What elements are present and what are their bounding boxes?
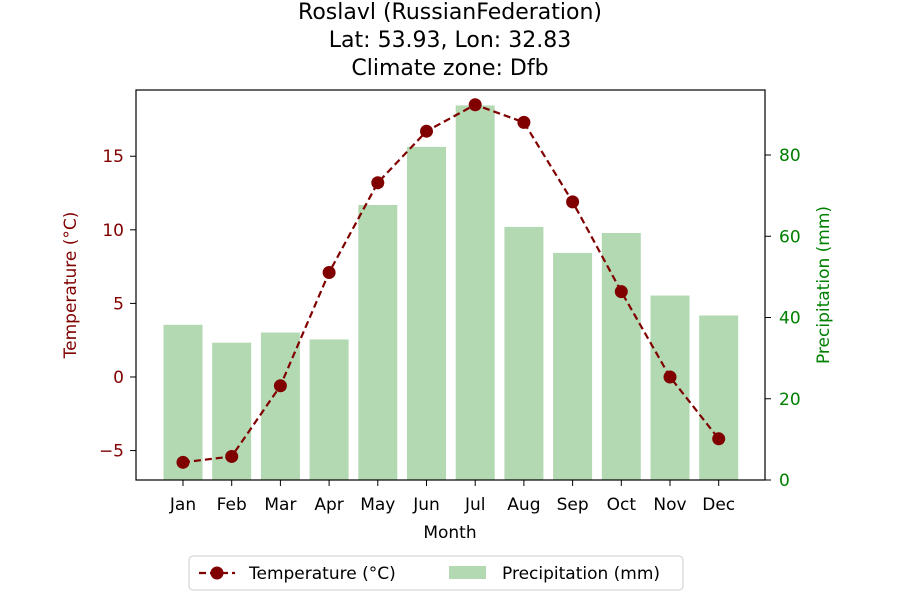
x-tick-label-aug: Aug <box>507 495 540 515</box>
right-tick-label: 0 <box>779 471 790 491</box>
precip-bar-dec <box>699 315 739 480</box>
left-axis-label: Temperature (°C) <box>61 212 81 360</box>
legend-precip-swatch <box>449 566 486 579</box>
temperature-point-feb <box>225 449 239 463</box>
temperature-point-jan <box>176 455 190 469</box>
precip-bar-nov <box>650 295 690 480</box>
legend-precip-label: Precipitation (mm) <box>502 564 660 584</box>
x-tick-label-sep: Sep <box>557 495 589 515</box>
temperature-point-mar <box>273 379 287 393</box>
temperature-line <box>182 103 720 464</box>
x-tick-label-dec: Dec <box>702 495 735 515</box>
precip-bar-apr <box>309 339 349 480</box>
plot-frame <box>135 89 766 481</box>
left-tick-label: 15 <box>102 147 124 167</box>
precip-bar-sep <box>553 252 593 480</box>
legend-box <box>188 555 684 591</box>
x-tick-label-may: May <box>360 495 395 515</box>
chart-title-line-3: Climate zone: Dfb <box>351 56 549 81</box>
left-tick-label: 5 <box>113 294 124 314</box>
precip-bar-jun <box>407 146 446 480</box>
x-tick-label-apr: Apr <box>314 495 343 515</box>
legend-temperature-label: Temperature (°C) <box>248 564 396 584</box>
temperature-point-jun <box>420 124 433 138</box>
temperature-point-may <box>371 176 385 190</box>
chart-title-line-1: Roslavl (RussianFederation) <box>298 0 602 25</box>
temperature-point-jul <box>468 98 482 112</box>
left-tick-label: 0 <box>113 368 124 388</box>
legend-temperature-marker <box>210 566 224 580</box>
precip-bar-oct <box>601 233 641 480</box>
right-tick-label: 40 <box>779 309 801 329</box>
temperature-point-aug <box>517 115 531 129</box>
x-tick-label-feb: Feb <box>217 495 247 515</box>
right-tick-label: 80 <box>779 146 801 166</box>
precip-bar-jan <box>163 324 203 480</box>
temperature-point-dec <box>712 432 726 446</box>
temperature-point-apr <box>322 265 336 279</box>
x-tick-label-jul: Jul <box>464 495 486 515</box>
x-axis-label: Month <box>423 523 476 543</box>
x-tick-label-jan: Jan <box>169 495 196 515</box>
precip-bar-aug <box>504 226 544 480</box>
x-tick-label-jun: Jun <box>412 495 440 515</box>
x-tick-label-mar: Mar <box>264 495 296 515</box>
x-tick-label-oct: Oct <box>607 495 637 515</box>
temperature-point-nov <box>663 370 677 384</box>
temperature-point-sep <box>566 195 580 209</box>
right-tick-label: 20 <box>779 390 801 410</box>
precip-bar-may <box>358 204 398 480</box>
precip-bar-jul <box>455 105 495 480</box>
right-tick-label: 60 <box>779 227 801 247</box>
chart-title-line-2: Lat: 53.93, Lon: 32.83 <box>328 28 572 53</box>
left-tick-label: 10 <box>102 221 124 241</box>
left-tick-label: −5 <box>99 442 124 462</box>
temperature-point-oct <box>614 285 628 299</box>
right-axis-label: Precipitation (mm) <box>814 206 834 364</box>
x-tick-label-nov: Nov <box>653 495 686 515</box>
